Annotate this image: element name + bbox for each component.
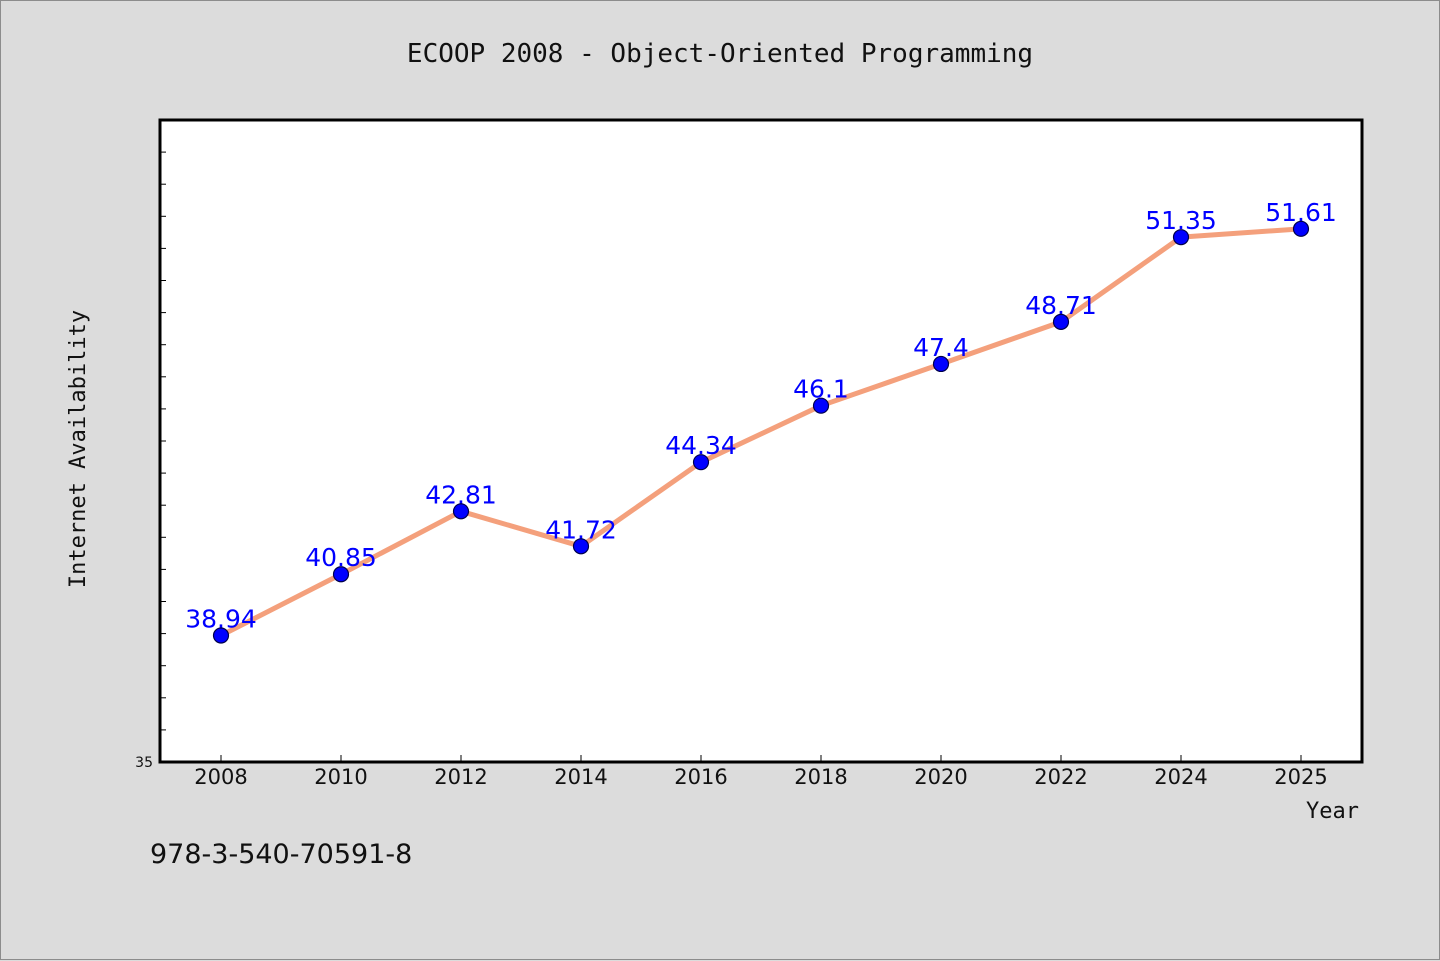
x-axis-ticks: [220, 755, 1302, 763]
data-point: [1172, 229, 1190, 246]
x-tick-label: 2008: [194, 765, 247, 789]
x-tick-label: 2024: [1154, 765, 1207, 789]
y-tick-label-min: 35: [135, 755, 153, 771]
series-markers: [212, 220, 1310, 644]
data-point: [572, 538, 590, 555]
x-axis-title: Year: [1306, 799, 1359, 824]
plot-area: [158, 118, 1364, 764]
data-point: [932, 355, 950, 373]
x-tick-label: 2016: [674, 765, 727, 789]
data-labels: 38.9440.8542.8141.7244.3446.147.448.7151…: [185, 198, 1337, 634]
data-point: [1292, 220, 1310, 237]
chart-title: ECOOP 2008 - Object-Oriented Programming: [407, 39, 1033, 69]
data-point: [692, 454, 710, 471]
x-tick-label: 2010: [314, 765, 367, 789]
data-point: [1052, 313, 1070, 331]
y-axis-title: Internet Availability: [66, 310, 91, 588]
x-tick-label: 2020: [914, 765, 967, 789]
x-tick-label: 2014: [554, 765, 607, 789]
x-axis-tick-labels: 2008 2010 2012 2014 2016 2018 2020 2022 2024 2025: [194, 765, 1327, 789]
y-axis-ticks: [159, 119, 166, 763]
series-line: [218, 226, 1304, 639]
footnote-isbn: 978-3-540-70591-8: [150, 839, 412, 870]
data-point: [332, 566, 350, 583]
x-tick-label: 2025: [1274, 765, 1327, 789]
data-point: [812, 397, 830, 414]
x-tick-label: 2018: [794, 765, 847, 789]
data-point: [452, 503, 470, 520]
data-point: [212, 627, 230, 644]
x-tick-label: 2022: [1034, 765, 1087, 789]
x-tick-label: 2012: [434, 765, 487, 789]
